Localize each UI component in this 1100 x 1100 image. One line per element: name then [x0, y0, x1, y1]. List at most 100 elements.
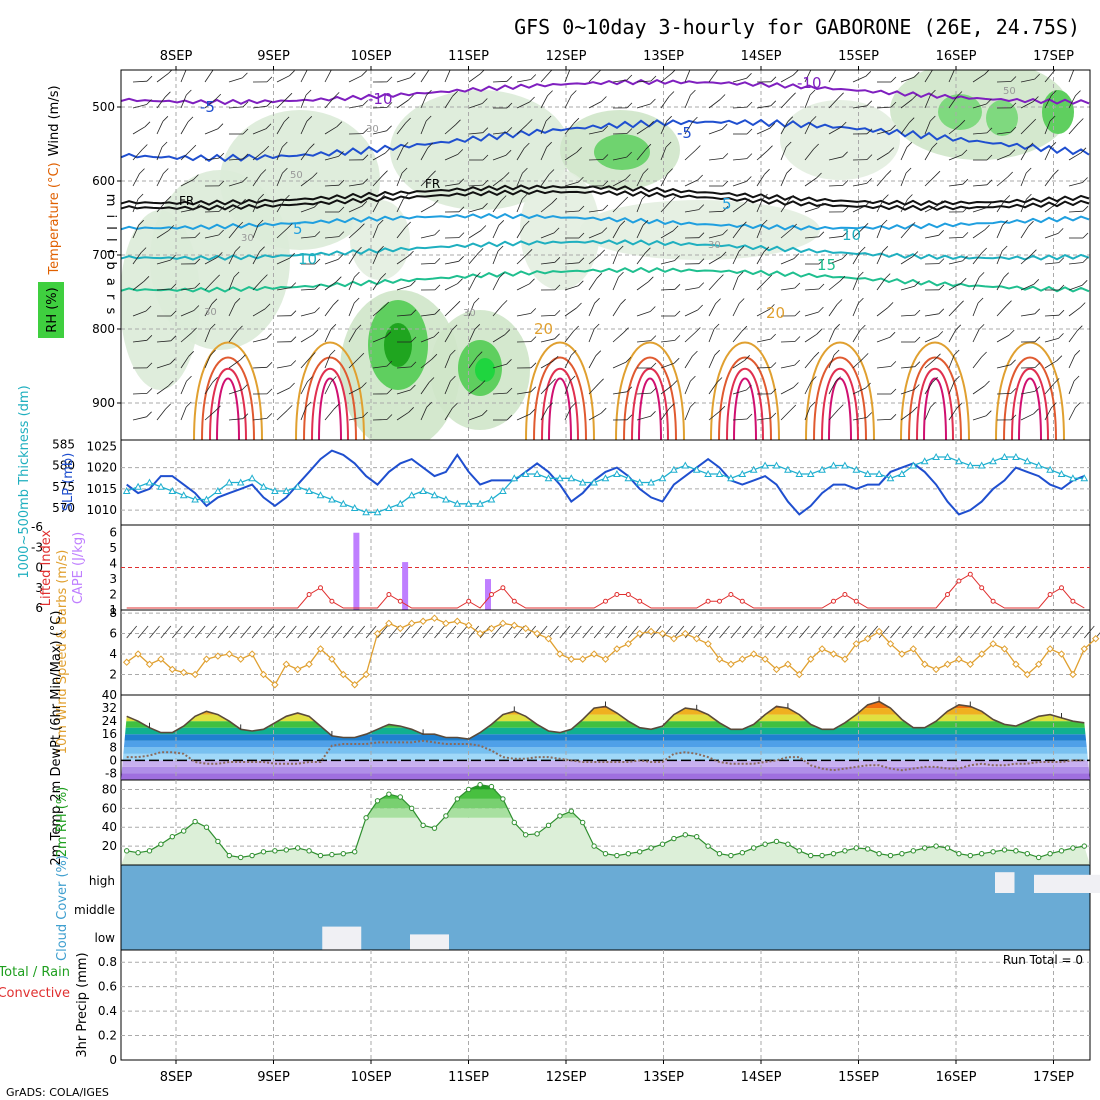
thickness-point-8: [214, 486, 222, 494]
wind-tick-4: 4: [109, 647, 117, 661]
temp-tick-8: 8: [109, 740, 117, 754]
thickness-point-51: [704, 469, 712, 477]
thickness-point-71: [932, 452, 940, 460]
bottom-date-16sep: 16SEP: [936, 1070, 977, 1085]
rh-point-17: [317, 852, 324, 859]
temp-tick-16: 16: [102, 727, 117, 741]
rh-point-65: [865, 846, 871, 852]
thickness-point-52: [715, 469, 724, 477]
wind-speed-point-64: [852, 640, 861, 648]
rh-point-46: [648, 845, 654, 851]
rh-point-61: [819, 852, 825, 859]
cape-tick-2: 2: [109, 588, 117, 602]
wind-speed-point-46: [647, 627, 655, 636]
cape-tick-6: 6: [109, 526, 117, 540]
lifted-point-72: [945, 592, 950, 597]
rh-point-69: [910, 848, 916, 854]
lifted-point-18: [329, 598, 335, 604]
contour-minus5: [121, 118, 1090, 163]
slp-frame: [120, 439, 1091, 526]
wind-speed-point-6: [191, 670, 199, 679]
wind-speed-point-20: [350, 681, 359, 689]
pressure-tick-900: 900: [92, 396, 115, 410]
thickness-point-80: [1034, 461, 1043, 469]
diurnal-loop-3-0: [615, 341, 685, 440]
thickness-point-1: [134, 482, 142, 490]
rh-point-50: [694, 833, 700, 840]
diurnal-loop-6-0: [900, 341, 970, 440]
wind-speed-point-76: [989, 640, 997, 648]
rh-point-56: [762, 841, 768, 847]
temperature-contours: [121, 78, 1090, 440]
cloud-clear-0: [1034, 874, 1100, 893]
wind-speed-point-37: [544, 634, 553, 643]
rh-point-21: [363, 815, 369, 821]
rh-point-57: [773, 838, 780, 845]
thickness-point-14: [282, 486, 291, 494]
wind-speed-point-30: [464, 621, 473, 630]
wind-speed-point-47: [658, 629, 667, 638]
lifted-point-42: [603, 598, 608, 604]
rh-point-34: [511, 819, 517, 826]
thickness-point-9: [225, 478, 234, 486]
rh-point-44: [625, 850, 631, 857]
wind-speed-point-53: [727, 660, 735, 668]
temp-band-16: [121, 727, 1090, 735]
lifted-point-64: [853, 598, 859, 604]
rh-point-39: [568, 808, 574, 814]
rh-point-5: [181, 828, 187, 834]
diurnal-loop-1-0: [295, 341, 365, 440]
lifted-point-34: [511, 598, 517, 604]
wind-speed-point-18: [328, 655, 336, 663]
rh-blob-11: [350, 200, 410, 280]
rh-point-58: [785, 841, 791, 847]
upper-air-panel: -5 -10 -10 -5 FR FR 5 5 10 10 15 20 20 3…: [38, 69, 1091, 441]
thickness-point-32: [487, 495, 496, 503]
diurnal-loop-5-1: [813, 356, 867, 440]
thickness-point-54: [738, 469, 747, 477]
thickness-point-59: [795, 469, 804, 477]
thickness-tick-580: 580: [52, 459, 75, 473]
slp-line: [126, 449, 1085, 516]
precip-panel: 0 0.2 0.4 0.6 0.8 Run Total = 0 3hr Precip (…: [0, 949, 1091, 1067]
thickness-point-36: [533, 469, 541, 477]
rh-point-38: [557, 813, 563, 819]
diurnal-loop-1-3: [318, 377, 342, 440]
rh-core-1: [384, 323, 412, 367]
diurnal-loop-0-1: [201, 356, 255, 440]
lifted-point-63: [842, 592, 848, 597]
rh-point-20: [352, 849, 358, 855]
contour-label-10-right: 10: [842, 226, 861, 244]
diurnal-loop-2-0: [525, 341, 595, 440]
freezing-label-right: FR: [425, 177, 440, 191]
thickness-point-11: [248, 474, 256, 482]
lifted-tick-6: 6: [35, 601, 43, 615]
cloud-clear-1: [995, 872, 1015, 893]
cape-tick-4: 4: [109, 557, 117, 571]
wind-speed-point-74: [966, 660, 975, 668]
top-date-12sep: 12SEP: [546, 49, 587, 64]
thickness-point-81: [1046, 465, 1054, 473]
wind-speed-point-1: [134, 650, 142, 658]
thickness-tick-575: 575: [52, 480, 75, 494]
wind-speed-point-67: [886, 640, 895, 648]
precip-tick-0: 0: [109, 1053, 117, 1067]
wind-speed-point-62: [829, 650, 838, 658]
thickness-point-64: [852, 465, 861, 473]
temp-tick-32: 32: [102, 701, 117, 715]
thickness-point-7: [202, 495, 211, 503]
wind-tick-8: 8: [109, 606, 117, 620]
slp-label: SLP (mb): [61, 453, 76, 512]
cape-label: CAPE (J/kg): [71, 532, 86, 604]
rh-blob-9: [580, 200, 820, 260]
rh-point-3: [158, 841, 164, 847]
wind-speed-point-9: [225, 650, 234, 658]
thickness-point-10: [236, 478, 245, 486]
wind-speed-point-35: [521, 624, 530, 633]
wind-speed-point-48: [670, 634, 678, 643]
contour-label-minus10-right: -10: [797, 74, 822, 92]
slp-tick-1015: 1015: [86, 482, 117, 496]
cloud-row-low: low: [95, 931, 116, 945]
